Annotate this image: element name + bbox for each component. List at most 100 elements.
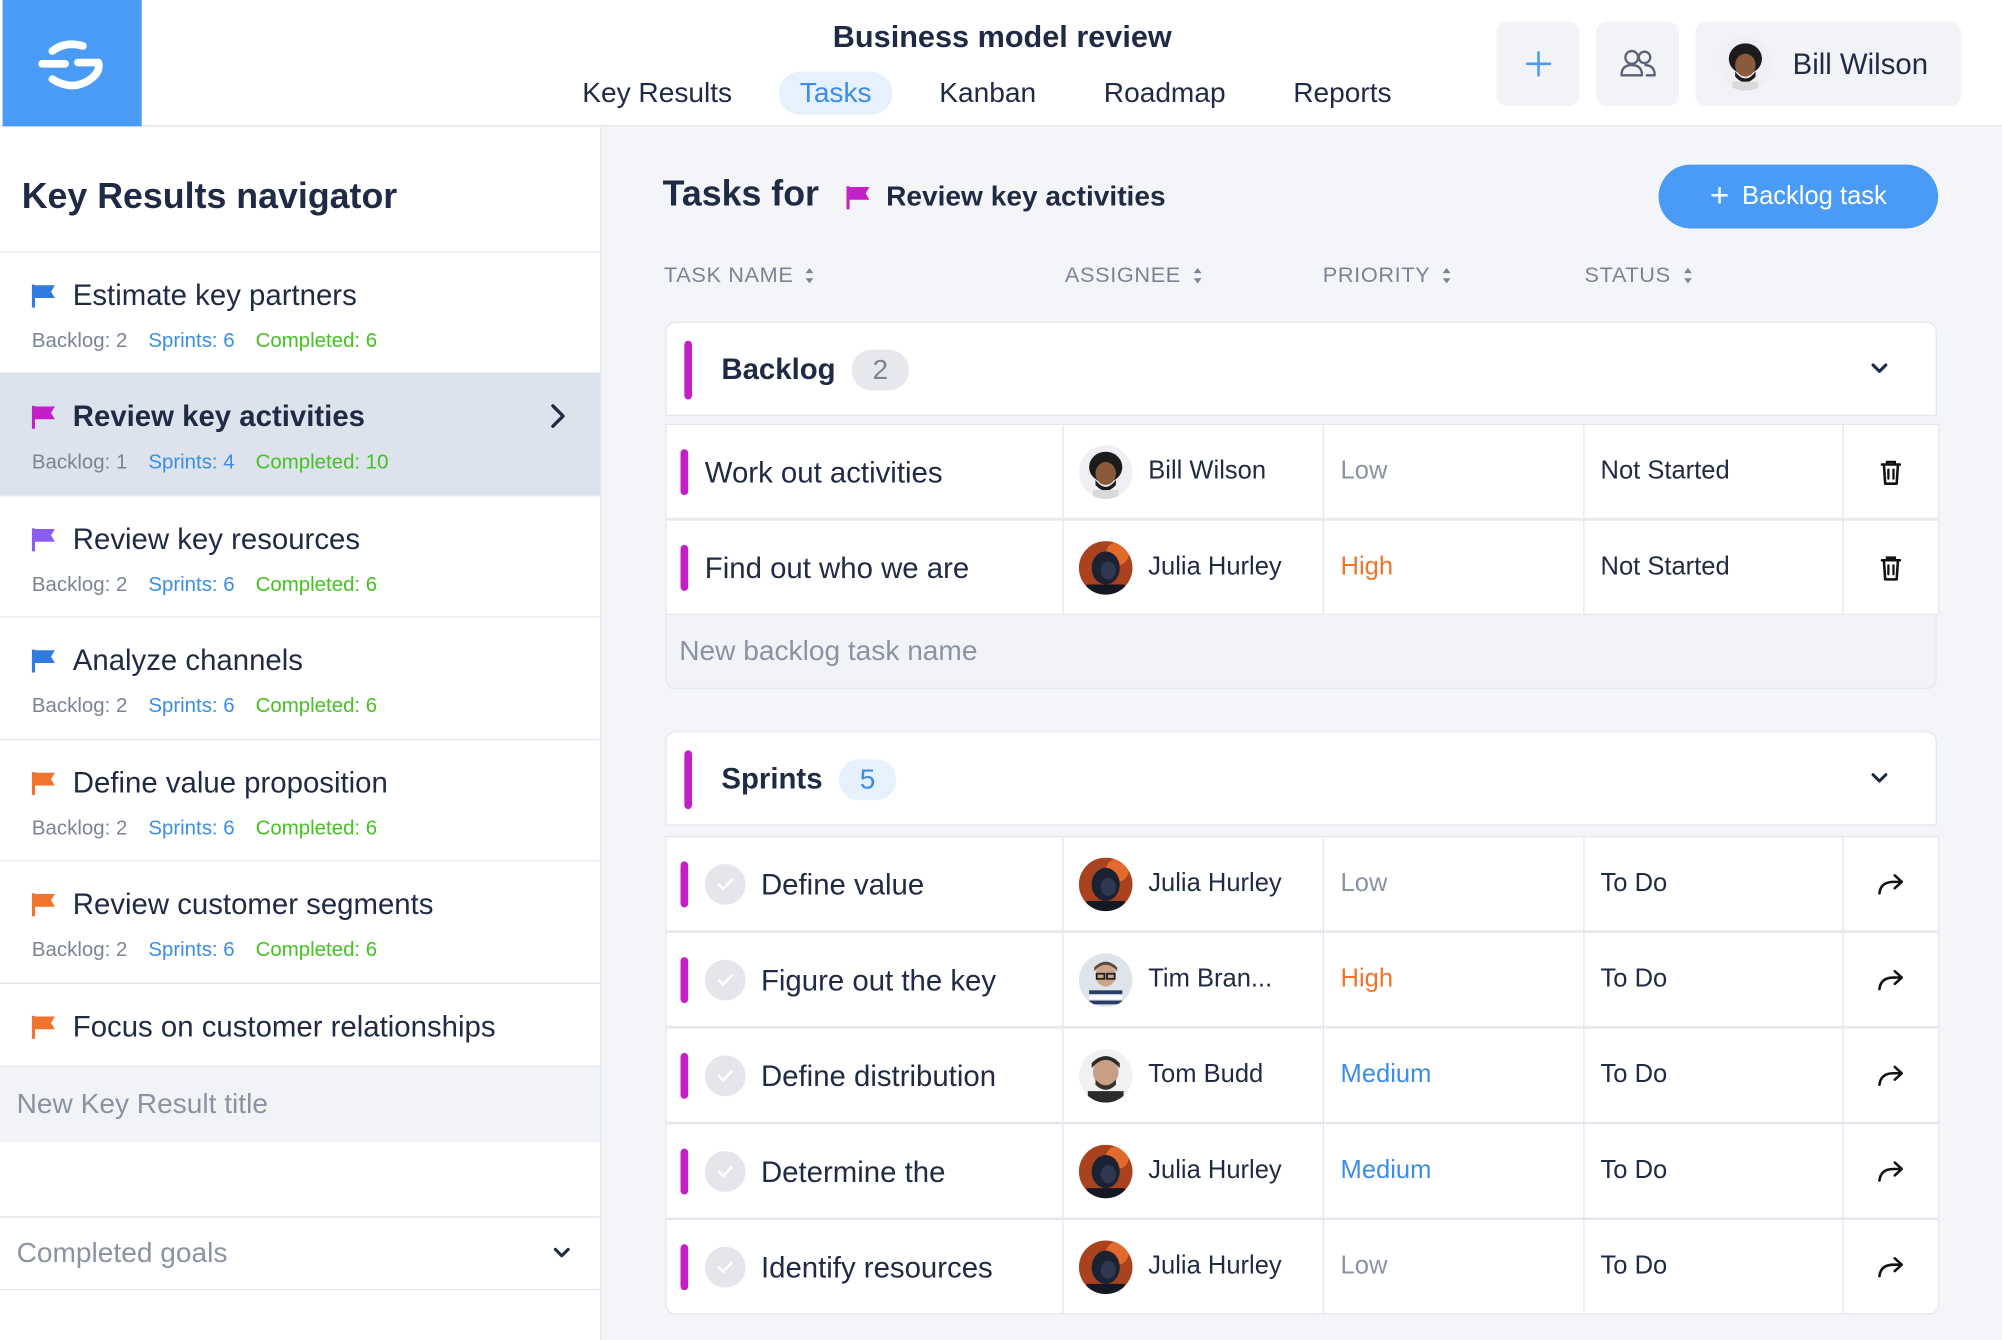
tab-kanban[interactable]: Kanban (939, 76, 1037, 109)
column-header-assignee[interactable]: ASSIGNEE (1065, 263, 1203, 289)
status-cell[interactable]: To Do (1584, 932, 1844, 1027)
table-row[interactable]: Define value Julia Hurley Low To Do (665, 835, 1940, 932)
chevron-down-icon[interactable] (1869, 361, 1889, 376)
table-row[interactable]: Identify resources Julia Hurley Low To D… (665, 1218, 1940, 1315)
sidebar-item-review-customer-segments[interactable]: Review customer segments Backlog: 2 Spri… (0, 860, 601, 983)
status-cell[interactable]: To Do (1584, 1028, 1844, 1122)
kr-completed-count: Completed: 10 (255, 451, 389, 474)
assignee-cell[interactable]: Julia Hurley (1064, 520, 1324, 614)
move-task-button[interactable] (1844, 837, 1938, 930)
complete-checkbox[interactable] (704, 1055, 746, 1097)
team-button[interactable] (1595, 21, 1679, 106)
column-header-status[interactable]: STATUS (1584, 263, 1692, 289)
kr-backlog-count: Backlog: 2 (31, 939, 128, 961)
status-cell[interactable]: To Do (1584, 1220, 1844, 1314)
priority-cell[interactable]: High (1324, 520, 1584, 614)
flag-icon (31, 527, 57, 553)
chevron-down-icon[interactable] (1869, 771, 1889, 786)
table-row[interactable]: Define distribution Tom Budd Medium To D… (665, 1027, 1940, 1124)
new-backlog-task-input[interactable]: New backlog task name (665, 615, 1937, 690)
trash-icon (1876, 456, 1907, 487)
sidebar-item-estimate-key-partners[interactable]: Estimate key partners Backlog: 2 Sprints… (0, 251, 601, 374)
complete-checkbox[interactable] (704, 1151, 746, 1192)
priority-cell[interactable]: Low (1324, 424, 1584, 519)
backlog-group-header[interactable]: Backlog 2 (665, 321, 1937, 417)
delete-task-button[interactable] (1844, 521, 1938, 614)
status-cell[interactable]: Not Started (1584, 424, 1844, 519)
task-name[interactable]: Determine the (760, 1154, 946, 1189)
kr-sprints-count: Sprints: 6 (148, 330, 235, 353)
sidebar-item-define-value-proposition[interactable]: Define value proposition Backlog: 2 Spri… (0, 738, 601, 862)
row-color-bar (680, 1244, 689, 1291)
status-cell[interactable]: Not Started (1584, 520, 1844, 614)
task-name[interactable]: Work out activities (704, 455, 943, 489)
assignee-cell[interactable]: Bill Wilson (1064, 424, 1324, 519)
move-task-button[interactable] (1844, 1124, 1938, 1217)
sidebar-item-review-key-resources[interactable]: Review key resources Backlog: 2 Sprints:… (0, 495, 601, 618)
priority-cell[interactable]: High (1324, 932, 1584, 1027)
complete-checkbox[interactable] (704, 863, 746, 905)
move-task-button[interactable] (1844, 1029, 1938, 1122)
sidebar-item-analyze-channels[interactable]: Analyze channels Backlog: 2 Sprints: 6 C… (0, 616, 601, 739)
delete-task-button[interactable] (1844, 425, 1938, 518)
complete-checkbox[interactable] (704, 1246, 746, 1288)
priority-cell[interactable]: Low (1324, 1220, 1584, 1314)
task-name[interactable]: Figure out the key (760, 963, 997, 997)
assignee-name: Julia Hurley (1148, 552, 1282, 581)
table-row[interactable]: Figure out the key Tim Bran... High To D… (665, 931, 1940, 1028)
kr-stats: Backlog: 2 Sprints: 6 Completed: 6 (32, 574, 393, 597)
assignee-name: Julia Hurley (1148, 1251, 1282, 1281)
assignee-cell[interactable]: Julia Hurley (1064, 837, 1324, 931)
plus-icon (1525, 51, 1551, 77)
assignee-cell[interactable]: Tim Bran... (1064, 932, 1324, 1027)
row-color-bar (680, 1148, 689, 1195)
task-name-cell: Identify resources (666, 1220, 1065, 1314)
sidebar-item-focus-on-customer-relationships[interactable]: Focus on customer relationships (0, 982, 601, 1066)
table-row[interactable]: Find out who we are Julia Hurley High No… (665, 519, 1940, 616)
kr-sprints-count: Sprints: 6 (148, 818, 235, 840)
task-name[interactable]: Find out who we are (704, 551, 970, 585)
tab-tasks[interactable]: Tasks (779, 71, 893, 115)
main-tabs: Key Results Tasks Kanban Roadmap Reports (562, 69, 1425, 117)
kr-name: Define value proposition (72, 765, 388, 799)
move-task-button[interactable] (1844, 933, 1938, 1026)
row-color-bar (680, 449, 689, 496)
sort-icon (1682, 267, 1692, 285)
priority-cell[interactable]: Low (1324, 837, 1584, 931)
new-key-result-input[interactable]: New Key Result title (0, 1065, 601, 1143)
table-row[interactable]: Work out activities Bill Wilson Low Not … (665, 423, 1940, 520)
task-name[interactable]: Identify resources (760, 1250, 993, 1284)
add-backlog-task-button[interactable]: + Backlog task (1658, 164, 1939, 229)
kr-sprints-count: Sprints: 6 (148, 939, 235, 961)
tab-roadmap[interactable]: Roadmap (1103, 76, 1226, 109)
tab-reports[interactable]: Reports (1293, 76, 1392, 109)
status-cell[interactable]: To Do (1584, 1124, 1844, 1218)
table-row[interactable]: Determine the Julia Hurley Medium To Do (665, 1123, 1940, 1219)
add-button[interactable] (1496, 21, 1580, 106)
selected-key-result: Review key activities (886, 179, 1166, 212)
priority-cell[interactable]: Medium (1324, 1028, 1584, 1122)
assignee-name: Tom Budd (1148, 1060, 1264, 1089)
move-task-button[interactable] (1844, 1220, 1938, 1313)
completed-goals-toggle[interactable]: Completed goals (0, 1216, 601, 1291)
sidebar-item-review-key-activities[interactable]: Review key activities Backlog: 1 Sprints… (0, 372, 601, 496)
assignee-cell[interactable]: Julia Hurley (1064, 1124, 1324, 1218)
kr-sprints-count: Sprints: 6 (148, 574, 235, 596)
complete-checkbox[interactable] (704, 959, 746, 1001)
priority-cell[interactable]: Medium (1324, 1124, 1584, 1218)
tab-key-results[interactable]: Key Results (582, 76, 733, 109)
assignee-name: Tim Bran... (1148, 964, 1273, 993)
flag-icon (31, 892, 57, 918)
project-title: Business model review (832, 20, 1172, 55)
task-name[interactable]: Define value (760, 867, 925, 901)
task-name[interactable]: Define distribution (760, 1059, 997, 1093)
sprints-group-header[interactable]: Sprints 5 (665, 731, 1937, 826)
app-logo[interactable] (2, 0, 142, 127)
column-header-task-name[interactable]: TASK NAME (664, 263, 815, 289)
user-menu-button[interactable]: Bill Wilson (1695, 21, 1962, 106)
forward-arrow-icon (1876, 868, 1907, 899)
column-header-priority[interactable]: PRIORITY (1323, 263, 1452, 289)
assignee-cell[interactable]: Tom Budd (1064, 1028, 1324, 1122)
assignee-cell[interactable]: Julia Hurley (1064, 1220, 1324, 1314)
status-cell[interactable]: To Do (1584, 837, 1844, 931)
